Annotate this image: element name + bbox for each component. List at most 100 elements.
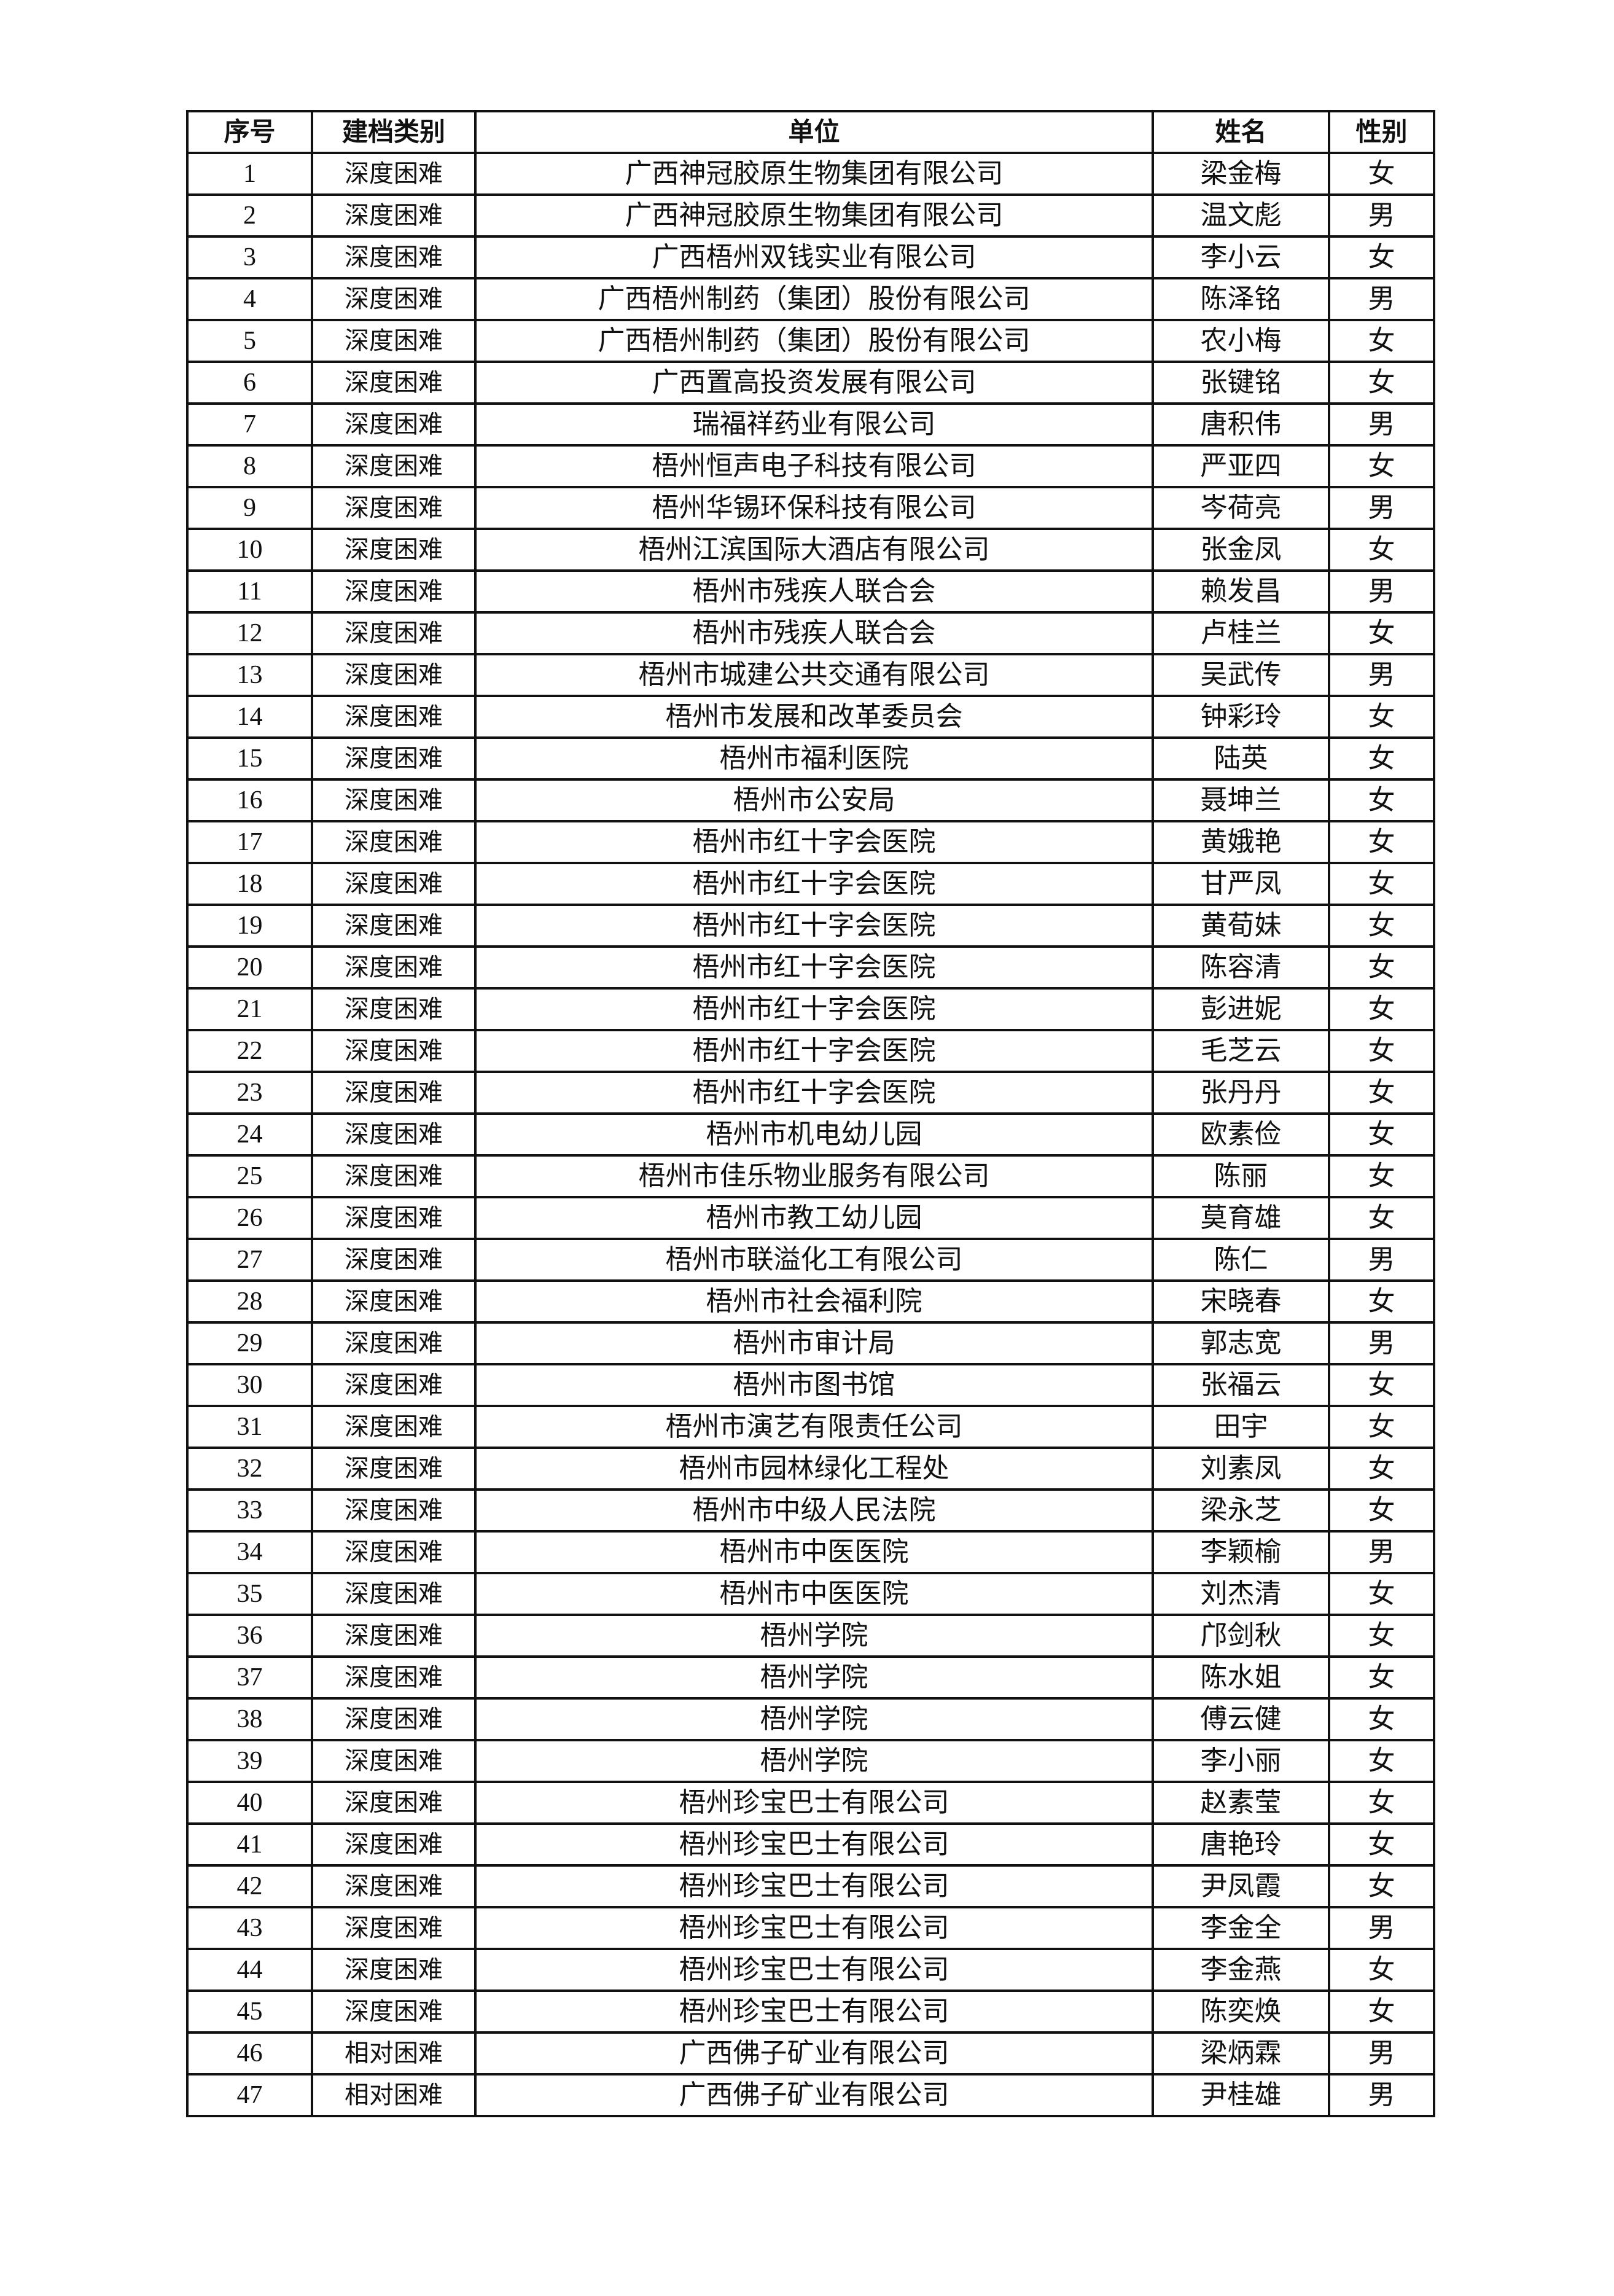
cell-category: 相对困难 [311, 2031, 477, 2075]
table-row: 18 深度困难 梧州市红十字会医院 甘严凤女 [186, 862, 1435, 906]
cell-name: 李小云 [1152, 235, 1330, 279]
cell-index: 13 [186, 653, 313, 697]
cell-unit: 梧州珍宝巴士有限公司 [474, 1781, 1154, 1825]
cell-index: 36 [186, 1614, 313, 1658]
cell-category: 深度困难 [311, 1822, 477, 1867]
cell-unit: 梧州市福利医院 [474, 736, 1154, 781]
cell-gender: 男 [1328, 193, 1435, 238]
cell-unit: 梧州珍宝巴士有限公司 [474, 1989, 1154, 2034]
cell-gender: 女 [1328, 1948, 1435, 1992]
cell-category: 深度困难 [311, 1488, 477, 1533]
cell-index: 40 [186, 1781, 313, 1825]
table-row: 34 深度困难 梧州市中医医院 李颖榆男 [186, 1530, 1435, 1574]
cell-unit: 广西佛子矿业有限公司 [474, 2031, 1154, 2075]
cell-unit: 梧州市中级人民法院 [474, 1488, 1154, 1533]
cell-index: 47 [186, 2073, 313, 2117]
cell-name: 张金凤 [1152, 528, 1330, 572]
table-row: 24 深度困难 梧州市机电幼儿园 欧素俭女 [186, 1112, 1435, 1157]
cell-category: 深度困难 [311, 235, 477, 279]
cell-unit: 梧州市审计局 [474, 1321, 1154, 1365]
cell-name: 李颖榆 [1152, 1530, 1330, 1574]
cell-name: 陈泽铭 [1152, 277, 1330, 321]
cell-name: 陈丽 [1152, 1154, 1330, 1198]
cell-gender: 女 [1328, 1655, 1435, 1700]
cell-index: 30 [186, 1363, 313, 1407]
cell-unit: 梧州江滨国际大酒店有限公司 [474, 528, 1154, 572]
cell-gender: 女 [1328, 1363, 1435, 1407]
cell-index: 21 [186, 987, 313, 1031]
cell-index: 28 [186, 1279, 313, 1324]
table-row: 43 深度困难 梧州珍宝巴士有限公司 李金全男 [186, 1906, 1435, 1950]
cell-index: 23 [186, 1071, 313, 1115]
header-name: 姓名 [1152, 110, 1330, 154]
cell-name: 李小丽 [1152, 1739, 1330, 1783]
cell-index: 18 [186, 862, 313, 906]
cell-gender: 女 [1328, 1739, 1435, 1783]
cell-category: 深度困难 [311, 569, 477, 614]
cell-index: 15 [186, 736, 313, 781]
cell-gender: 女 [1328, 235, 1435, 279]
table-row: 31 深度困难 梧州市演艺有限责任公司 田宇女 [186, 1405, 1435, 1449]
cell-gender: 女 [1328, 1279, 1435, 1324]
cell-index: 32 [186, 1447, 313, 1491]
cell-unit: 梧州市红十字会医院 [474, 1071, 1154, 1115]
cell-unit: 梧州华锡环保科技有限公司 [474, 486, 1154, 530]
cell-gender: 女 [1328, 1781, 1435, 1825]
cell-index: 4 [186, 277, 313, 321]
cell-gender: 男 [1328, 2073, 1435, 2117]
cell-index: 46 [186, 2031, 313, 2075]
cell-index: 29 [186, 1321, 313, 1365]
cell-gender: 女 [1328, 611, 1435, 655]
cell-name: 张福云 [1152, 1363, 1330, 1407]
cell-name: 陈仁 [1152, 1238, 1330, 1282]
cell-name: 赖发昌 [1152, 569, 1330, 614]
cell-gender: 女 [1328, 444, 1435, 488]
cell-unit: 梧州学院 [474, 1697, 1154, 1741]
cell-category: 深度困难 [311, 528, 477, 572]
table-row: 6 深度困难 广西置高投资发展有限公司 张键铭女 [186, 361, 1435, 405]
cell-gender: 男 [1328, 402, 1435, 447]
cell-category: 深度困难 [311, 361, 477, 405]
cell-gender: 男 [1328, 1238, 1435, 1282]
cell-index: 20 [186, 945, 313, 990]
cell-name: 梁金梅 [1152, 152, 1330, 196]
cell-gender: 女 [1328, 1864, 1435, 1908]
cell-name: 吴武传 [1152, 653, 1330, 697]
cell-category: 深度困难 [311, 1655, 477, 1700]
cell-name: 刘素凤 [1152, 1447, 1330, 1491]
table-row: 13 深度困难 梧州市城建公共交通有限公司 吴武传男 [186, 653, 1435, 697]
cell-category: 深度困难 [311, 444, 477, 488]
cell-unit: 梧州市教工幼儿园 [474, 1196, 1154, 1240]
cell-gender: 女 [1328, 820, 1435, 864]
cell-unit: 梧州市发展和改革委员会 [474, 695, 1154, 739]
cell-unit: 梧州市红十字会医院 [474, 862, 1154, 906]
cell-index: 44 [186, 1948, 313, 1992]
cell-name: 陆英 [1152, 736, 1330, 781]
cell-name: 陈奕焕 [1152, 1989, 1330, 2034]
cell-gender: 女 [1328, 1822, 1435, 1867]
cell-unit: 梧州市演艺有限责任公司 [474, 1405, 1154, 1449]
cell-category: 深度困难 [311, 1405, 477, 1449]
table-row: 19 深度困难 梧州市红十字会医院 黄荀妹女 [186, 904, 1435, 948]
cell-name: 钟彩玲 [1152, 695, 1330, 739]
cell-unit: 梧州市残疾人联合会 [474, 569, 1154, 614]
cell-gender: 女 [1328, 1447, 1435, 1491]
cell-index: 45 [186, 1989, 313, 2034]
cell-gender: 女 [1328, 1154, 1435, 1198]
cell-category: 深度困难 [311, 778, 477, 822]
table-row: 45 深度困难 梧州珍宝巴士有限公司 陈奕焕女 [186, 1989, 1435, 2034]
cell-index: 39 [186, 1739, 313, 1783]
cell-unit: 梧州市中医医院 [474, 1572, 1154, 1616]
cell-category: 深度困难 [311, 1029, 477, 1073]
table-row: 44 深度困难 梧州珍宝巴士有限公司 李金燕女 [186, 1948, 1435, 1992]
cell-category: 深度困难 [311, 820, 477, 864]
cell-unit: 梧州珍宝巴士有限公司 [474, 1906, 1154, 1950]
cell-category: 深度困难 [311, 862, 477, 906]
cell-index: 37 [186, 1655, 313, 1700]
table-row: 17 深度困难 梧州市红十字会医院 黄娥艳女 [186, 820, 1435, 864]
table-row: 25 深度困难 梧州市佳乐物业服务有限公司 陈丽女 [186, 1154, 1435, 1198]
cell-index: 10 [186, 528, 313, 572]
cell-unit: 广西神冠胶原生物集团有限公司 [474, 152, 1154, 196]
cell-unit: 梧州市社会福利院 [474, 1279, 1154, 1324]
cell-gender: 女 [1328, 361, 1435, 405]
